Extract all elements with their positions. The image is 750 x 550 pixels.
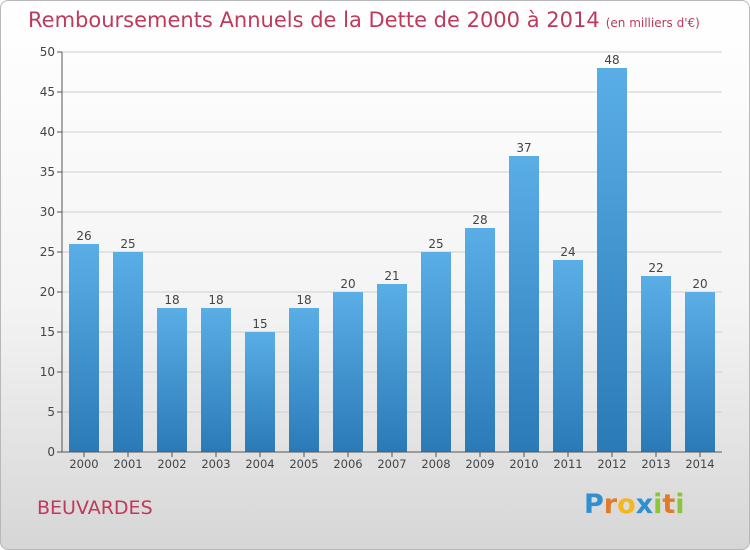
commune-name: BEUVARDES <box>37 497 153 519</box>
bar-2007 <box>377 284 407 452</box>
bar-2013 <box>641 276 671 452</box>
x-tick-label-2010: 2010 <box>509 457 538 471</box>
bar-2008 <box>421 252 451 452</box>
logo-letter: x <box>635 489 654 520</box>
bar-2001 <box>113 252 143 452</box>
y-tick-label-50: 50 <box>40 45 55 59</box>
data-label-2007: 21 <box>384 269 399 283</box>
data-label-2003: 18 <box>208 293 223 307</box>
data-label-2010: 37 <box>516 141 531 155</box>
bar-2014 <box>685 292 715 452</box>
y-tick-label-40: 40 <box>40 125 55 139</box>
x-tick-label-2001: 2001 <box>113 457 142 471</box>
x-tick-label-2003: 2003 <box>201 457 230 471</box>
data-label-2006: 20 <box>340 277 355 291</box>
data-label-2014: 20 <box>692 277 707 291</box>
x-tick-label-2009: 2009 <box>465 457 494 471</box>
data-label-2012: 48 <box>604 53 619 67</box>
x-tick-label-2013: 2013 <box>641 457 670 471</box>
logo-letter: i <box>675 489 685 520</box>
logo-letter: r <box>603 489 618 520</box>
x-tick-label-2000: 2000 <box>69 457 98 471</box>
data-label-2004: 15 <box>252 317 267 331</box>
y-tick-label-5: 5 <box>47 405 55 419</box>
x-tick-label-2005: 2005 <box>289 457 318 471</box>
data-label-2011: 24 <box>560 245 575 259</box>
x-tick-label-2004: 2004 <box>245 457 274 471</box>
bar-2011 <box>553 260 583 452</box>
x-tick-label-2002: 2002 <box>157 457 186 471</box>
data-label-2002: 18 <box>164 293 179 307</box>
x-tick-label-2011: 2011 <box>553 457 582 471</box>
data-label-2001: 25 <box>120 237 135 251</box>
x-tick-label-2012: 2012 <box>597 457 626 471</box>
logo-letter: t <box>662 489 676 520</box>
x-tick-label-2014: 2014 <box>685 457 714 471</box>
bar-2006 <box>333 292 363 452</box>
data-label-2008: 25 <box>428 237 443 251</box>
y-tick-label-20: 20 <box>40 285 55 299</box>
data-label-2013: 22 <box>648 261 663 275</box>
bar-2000 <box>69 244 99 452</box>
bar-2010 <box>509 156 539 452</box>
bar-2004 <box>245 332 275 452</box>
y-tick-label-25: 25 <box>40 245 55 259</box>
logo-letter: P <box>584 489 604 520</box>
bar-2009 <box>465 228 495 452</box>
bar-2002 <box>157 308 187 452</box>
y-tick-label-35: 35 <box>40 165 55 179</box>
y-tick-label-30: 30 <box>40 205 55 219</box>
data-label-2005: 18 <box>296 293 311 307</box>
y-tick-label-0: 0 <box>47 445 55 459</box>
y-tick-label-15: 15 <box>40 325 55 339</box>
logo-letter: o <box>617 489 636 520</box>
logo-letter: i <box>653 489 663 520</box>
bar-2005 <box>289 308 319 452</box>
x-tick-label-2008: 2008 <box>421 457 450 471</box>
y-tick-label-45: 45 <box>40 85 55 99</box>
chart-title-main: Remboursements Annuels de la Dette de 20… <box>28 8 600 32</box>
proxiti-logo: Proxiti <box>584 489 685 520</box>
bar-2012 <box>597 68 627 452</box>
chart-title-unit: (en milliers d'€) <box>605 16 700 30</box>
data-label-2009: 28 <box>472 213 487 227</box>
x-tick-label-2007: 2007 <box>377 457 406 471</box>
y-tick-label-10: 10 <box>40 365 55 379</box>
bar-2003 <box>201 308 231 452</box>
data-label-2000: 26 <box>76 229 91 243</box>
x-tick-label-2006: 2006 <box>333 457 362 471</box>
chart-title: Remboursements Annuels de la Dette de 20… <box>28 8 700 32</box>
